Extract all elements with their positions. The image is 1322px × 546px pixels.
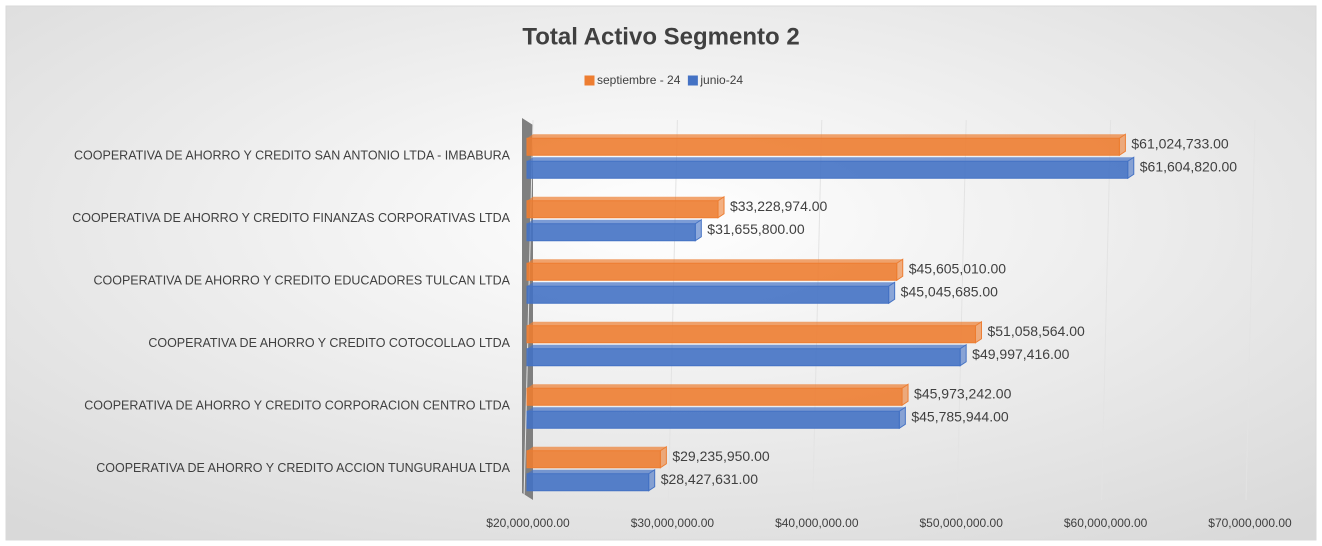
legend-label: junio-24	[699, 73, 743, 87]
value-label: $28,427,631.00	[661, 471, 759, 487]
x-tick-label: $20,000,000.00	[486, 516, 570, 530]
bar-top	[527, 134, 1126, 139]
bar	[526, 348, 961, 367]
bar-end	[901, 383, 909, 407]
value-label: $45,973,242.00	[914, 385, 1012, 401]
grid-line	[1245, 119, 1256, 501]
value-label: $29,235,950.00	[672, 448, 770, 464]
bar-end	[896, 258, 904, 282]
bar-end	[1118, 133, 1126, 157]
y-tick-label: COOPERATIVA DE AHORRO Y CREDITO SAN ANTO…	[74, 149, 511, 163]
bar-end	[888, 281, 896, 305]
bar-top	[527, 446, 667, 451]
value-label: $31,655,800.00	[707, 221, 805, 237]
bar-top	[527, 469, 655, 474]
bar-top	[527, 196, 725, 201]
x-tick-label: $30,000,000.00	[631, 516, 715, 530]
bar-top	[527, 157, 1134, 162]
value-label: $45,045,685.00	[901, 283, 999, 299]
x-tick-label: $50,000,000.00	[919, 516, 1003, 530]
bar-end	[1127, 156, 1135, 180]
bar	[526, 223, 696, 242]
bar-end	[659, 445, 667, 469]
bar-top	[527, 344, 967, 349]
y-tick-label: COOPERATIVA DE AHORRO Y CREDITO FINANZAS…	[72, 211, 510, 225]
bar-end	[959, 343, 967, 367]
value-label: $33,228,974.00	[730, 198, 828, 214]
value-label: $45,785,944.00	[911, 408, 1009, 424]
bar	[526, 325, 976, 344]
bar-end	[648, 468, 656, 492]
x-tick-label: $40,000,000.00	[775, 516, 859, 530]
bar	[526, 262, 898, 281]
legend: septiembre - 24 junio-24	[584, 73, 743, 87]
x-tick-label: $70,000,000.00	[1208, 516, 1292, 530]
bar	[526, 387, 903, 406]
x-tick-label: $60,000,000.00	[1064, 516, 1148, 530]
bar	[526, 450, 661, 469]
grid-line	[812, 119, 823, 501]
grid-line	[956, 119, 967, 501]
grid-line	[523, 119, 534, 501]
bar	[526, 410, 900, 429]
bar-top	[527, 219, 702, 224]
bar	[526, 285, 890, 304]
y-tick-label: COOPERATIVA DE AHORRO Y CREDITO COTOCOLL…	[148, 336, 510, 350]
legend-swatch	[584, 75, 595, 86]
bar-top	[527, 321, 982, 326]
value-label: $51,058,564.00	[987, 323, 1085, 339]
bar-top	[527, 407, 906, 412]
bar-end	[694, 218, 702, 242]
legend-swatch	[687, 75, 698, 86]
bar-top	[527, 282, 895, 287]
y-tick-label: COOPERATIVA DE AHORRO Y CREDITO EDUCADOR…	[93, 274, 510, 288]
bar-end	[974, 320, 982, 344]
bar-top	[527, 259, 903, 264]
legend-label: septiembre - 24	[597, 73, 681, 87]
bar	[526, 473, 650, 492]
bar-end	[717, 195, 725, 219]
bar	[526, 200, 719, 219]
bar	[526, 160, 1129, 179]
chart-title: Total Activo Segmento 2	[522, 23, 799, 50]
grid-line	[667, 119, 678, 501]
value-label: $61,604,820.00	[1140, 158, 1238, 174]
value-label: $61,024,733.00	[1131, 135, 1229, 151]
y-tick-label: COOPERATIVA DE AHORRO Y CREDITO ACCION T…	[96, 461, 510, 475]
bar	[526, 137, 1120, 156]
bar-top	[527, 384, 909, 389]
value-label: $49,997,416.00	[972, 346, 1070, 362]
value-label: $45,605,010.00	[909, 260, 1007, 276]
grid-line	[1101, 119, 1112, 501]
bar-end	[898, 406, 906, 430]
y-tick-label: COOPERATIVA DE AHORRO Y CREDITO CORPORAC…	[84, 399, 510, 413]
